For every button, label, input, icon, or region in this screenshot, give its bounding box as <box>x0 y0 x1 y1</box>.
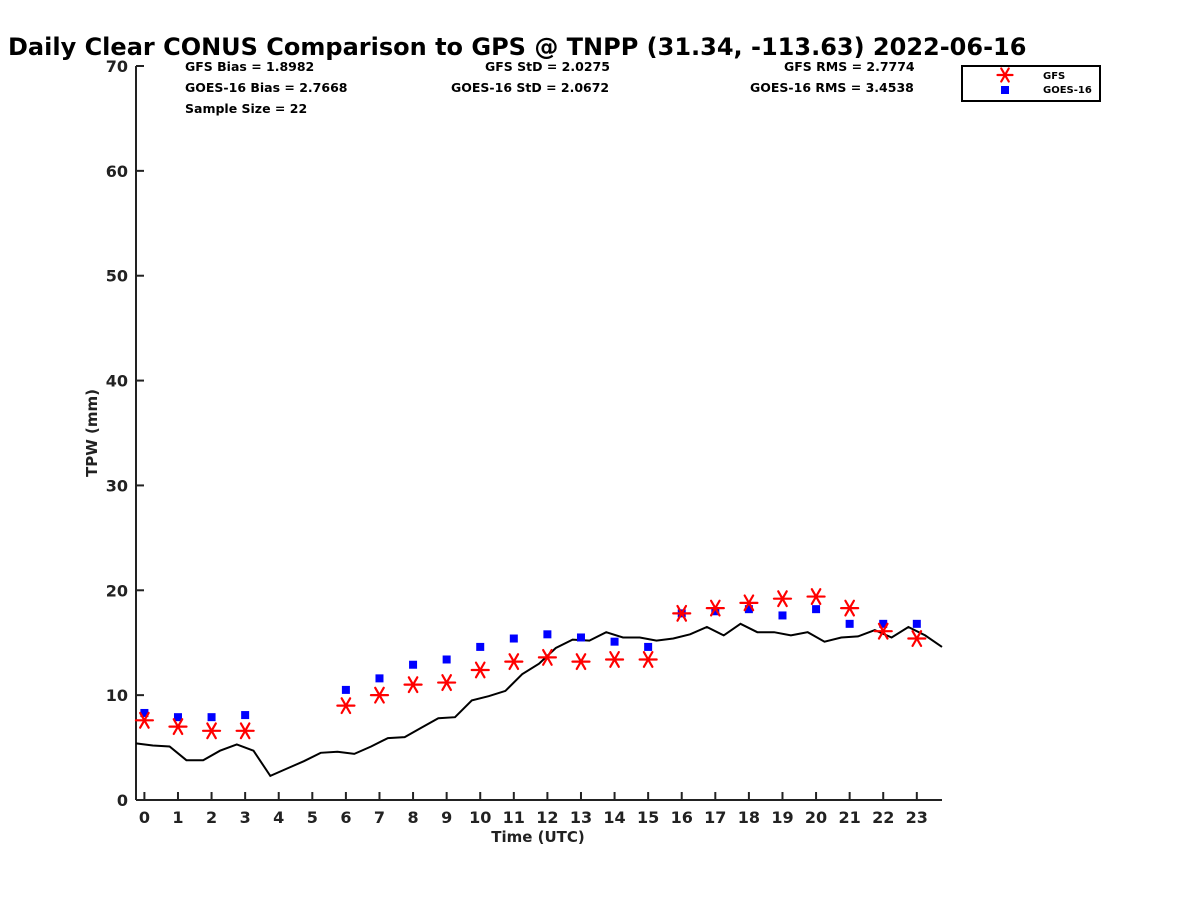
legend-goes-label: GOES-16 <box>1043 85 1092 96</box>
goes-16-series <box>140 605 921 722</box>
goes-16-point <box>912 619 921 628</box>
goes-std-stat: GOES-16 StD = 2.0672 <box>451 80 609 95</box>
y-tick-label: 20 <box>106 581 128 600</box>
gfs-point <box>369 686 390 704</box>
gfs-point <box>437 674 457 692</box>
sample-size-stat: Sample Size = 22 <box>185 101 307 116</box>
x-tick-label: 15 <box>637 808 659 827</box>
x-tick-label: 17 <box>704 808 726 827</box>
goes-16-point <box>476 642 485 651</box>
y-tick-label: 0 <box>117 791 128 810</box>
gfs-point <box>403 676 423 694</box>
x-tick-label: 21 <box>839 808 861 827</box>
goes-16-point <box>711 607 720 616</box>
gfs-point <box>638 651 658 668</box>
y-tick-label: 50 <box>106 267 128 286</box>
goes-rms-stat: GOES-16 RMS = 3.4538 <box>750 80 914 95</box>
legend-gfs-marker <box>996 67 1014 83</box>
legend-gfs-asterisk <box>996 67 1014 83</box>
legend-gfs-label: GFS <box>1043 71 1065 82</box>
x-tick-label: 22 <box>872 808 894 827</box>
y-axis-label: TPW (mm) <box>83 389 101 477</box>
x-axis-label: Time (UTC) <box>491 828 585 846</box>
gfs-point <box>907 630 927 647</box>
goes-16-point <box>241 711 250 720</box>
gfs-rms-stat: GFS RMS = 2.7774 <box>784 59 915 74</box>
goes-16-point <box>778 611 787 620</box>
legend: GFS GOES-16 <box>961 65 1101 102</box>
gfs-point <box>504 653 524 671</box>
x-tick-label: 19 <box>771 808 793 827</box>
gfs-point <box>235 722 255 740</box>
y-tick-label: 40 <box>106 372 128 391</box>
gfs-point <box>806 588 826 606</box>
legend-box <box>961 65 1101 102</box>
y-tick-label: 70 <box>106 57 128 76</box>
goes-16-point <box>610 637 619 646</box>
goes-16-point <box>543 630 552 639</box>
goes-16-point <box>375 674 384 683</box>
gfs-std-stat: GFS StD = 2.0275 <box>485 59 610 74</box>
goes-16-point <box>845 619 854 628</box>
goes-16-point <box>409 660 418 669</box>
gfs-point <box>470 661 490 679</box>
x-tick-label: 6 <box>340 808 351 827</box>
goes-16-point <box>442 655 451 664</box>
goes-bias-stat: GOES-16 Bias = 2.7668 <box>185 80 347 95</box>
gfs-point <box>201 722 222 740</box>
x-tick-label: 4 <box>273 808 284 827</box>
gps-line <box>135 622 943 778</box>
goes-16-point <box>812 605 821 614</box>
x-tick-label: 11 <box>503 808 525 827</box>
x-tick-label: 12 <box>536 808 558 827</box>
gfs-series <box>134 588 927 740</box>
x-tick-label: 16 <box>671 808 693 827</box>
gfs-point <box>739 594 759 612</box>
x-tick-label: 1 <box>172 808 183 827</box>
goes-16-point <box>341 685 350 694</box>
x-tick-label: 10 <box>469 808 491 827</box>
x-tick-label: 9 <box>441 808 452 827</box>
gfs-bias-stat: GFS Bias = 1.8982 <box>185 59 314 74</box>
legend-goes-marker <box>1001 86 1009 94</box>
gfs-point <box>672 604 692 622</box>
x-tick-label: 18 <box>738 808 760 827</box>
goes-16-point <box>744 605 753 614</box>
y-tick-label: 60 <box>106 162 128 181</box>
y-tick-label: 10 <box>106 686 128 705</box>
gfs-point <box>772 590 793 608</box>
goes-16-point <box>576 633 585 642</box>
gfs-point <box>168 718 188 736</box>
goes-16-point <box>509 634 518 643</box>
gfs-point <box>705 599 725 617</box>
x-tick-label: 5 <box>307 808 318 827</box>
chart-title: Daily Clear CONUS Comparison to GPS @ TN… <box>8 33 1026 61</box>
goes-16-point <box>173 713 182 722</box>
x-tick-label: 2 <box>206 808 217 827</box>
goes-16-point <box>644 642 653 651</box>
x-tick-label: 7 <box>374 808 385 827</box>
x-tick-label: 3 <box>240 808 251 827</box>
x-tick-label: 20 <box>805 808 827 827</box>
goes-16-point <box>140 708 149 717</box>
x-tick-label: 14 <box>603 808 625 827</box>
gfs-point <box>604 651 625 668</box>
gfs-point <box>840 599 860 617</box>
y-tick-label: 30 <box>106 476 128 495</box>
gps-series <box>135 622 943 778</box>
gfs-point <box>134 711 154 729</box>
x-tick-label: 23 <box>906 808 928 827</box>
x-tick-label: 8 <box>407 808 418 827</box>
goes-16-point <box>879 619 888 628</box>
gfs-point <box>571 653 591 671</box>
goes-16-point <box>207 713 216 722</box>
gfs-point <box>336 697 356 715</box>
gfs-point <box>537 648 557 666</box>
x-tick-label: 0 <box>139 808 150 827</box>
gfs-point <box>873 622 893 640</box>
x-tick-label: 13 <box>570 808 592 827</box>
